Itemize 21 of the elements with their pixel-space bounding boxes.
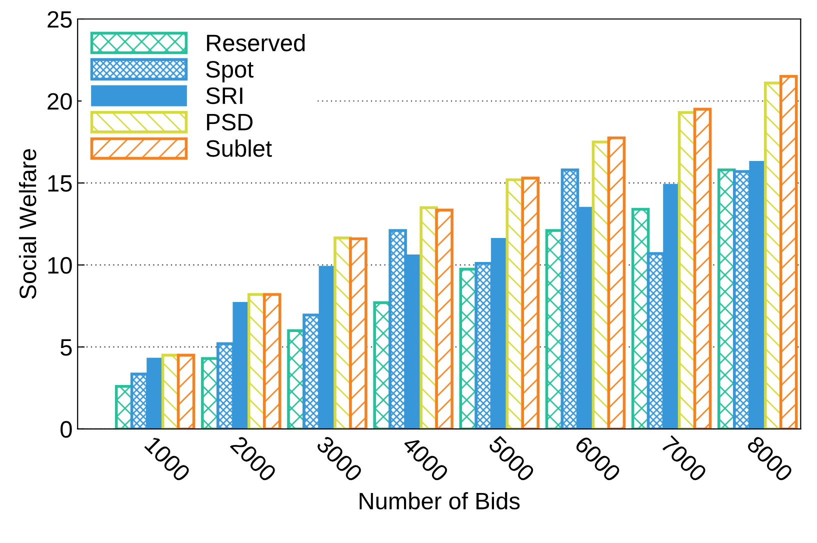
bar [263,293,282,429]
y-tick-label: 10 [48,257,72,274]
y-tick-label: 15 [48,175,72,192]
x-axis-title: Number of Bids [360,492,520,510]
bar [435,208,454,429]
bar [521,176,540,429]
legend-label: PSD [207,114,253,131]
y-tick-label: 25 [48,11,72,28]
legend-label: Reserved [207,34,305,52]
y-tick-label: 20 [48,93,72,110]
y-tick-label: 5 [60,339,72,356]
bar [176,354,196,429]
legend-label: Spot [206,61,254,82]
bar [607,136,626,429]
bar [693,108,712,429]
y-axis-title: Social Welfare [18,149,36,299]
legend-label: Sublet [206,140,272,157]
bar [349,237,368,429]
y-tick-label: 0 [60,421,72,438]
bar [779,75,798,429]
legend-label: SRI [206,87,242,104]
